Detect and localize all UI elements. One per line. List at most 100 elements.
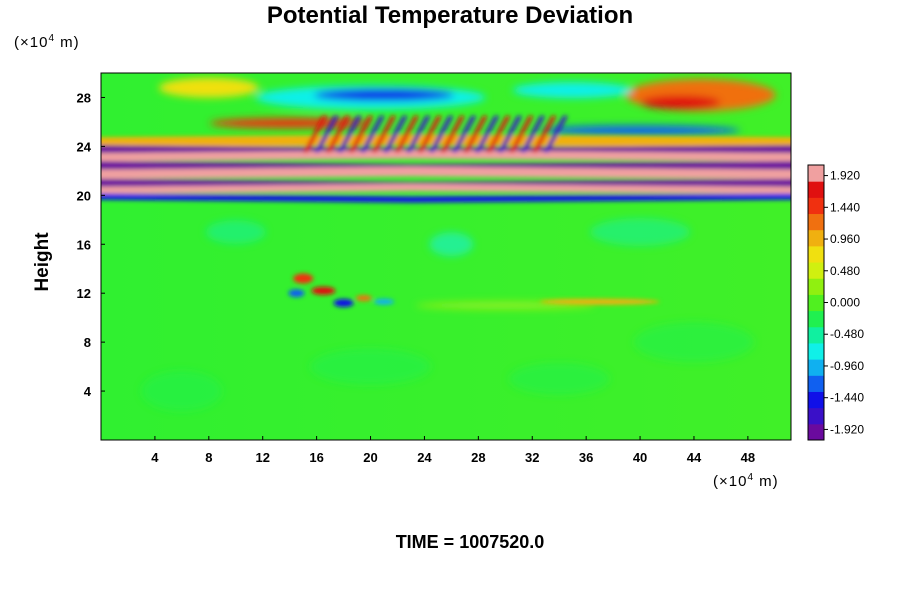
y-tick-label: 4 [84,384,92,399]
perturbation-mark [311,286,336,295]
perturbation-mark [355,295,372,302]
colorbar-segment [808,294,824,312]
y-axis: 4 8 12 16 20 24 28 [77,90,105,399]
x-unit-prefix: (×10 [713,473,748,490]
y-axis-unit: (×104 m) [14,33,80,51]
texture-blob [509,362,610,395]
y-tick-label: 24 [77,139,92,154]
plot-area [101,73,791,440]
cold-band-25 [540,125,741,136]
wave-stripe [314,115,339,153]
heatmap-field [101,77,791,412]
wave-stripe [509,115,534,153]
colorbar-label: 0.960 [830,232,860,246]
x-tick-label: 44 [687,450,702,465]
x-tick-label: 48 [741,450,755,465]
x-tick-label: 28 [471,450,485,465]
x-axis-unit: (×104 m) [713,472,779,490]
layer-band [101,183,791,195]
wave-stripe [348,115,374,153]
x-tick-label: 4 [151,450,159,465]
colorbar: 1.920 1.440 0.960 0.480 0.000 -0.480 -0.960 -1.… [807,164,864,441]
wave-stripe [520,115,546,153]
wave-stripe [417,115,442,153]
x-tick-label: 20 [363,450,377,465]
x-axis: 4 8 12 16 20 24 28 32 36 40 44 48 [151,436,755,465]
layer-band [101,193,791,203]
upper-cold-core [314,89,455,102]
y-unit-suffix: m) [55,34,80,51]
colorbar-segment [808,197,824,215]
wave-stripe [532,115,557,153]
colorbar-segment [808,262,824,279]
upper-warm-core [640,95,721,110]
perturbation-mark [288,289,305,298]
wave-stripe [451,115,477,153]
wave-stripe [463,115,488,153]
layer-band [101,150,791,162]
layer-band [101,134,791,149]
texture-blob [429,232,474,257]
wave-stripe [486,115,511,153]
colorbar-segment [808,375,824,392]
chart-title: Potential Temperature Deviation [266,2,634,29]
texture-blob [141,371,222,412]
x-tick-label: 8 [205,450,212,465]
colorbar-label: 0.000 [830,296,860,310]
colorbar-segment [808,423,824,441]
time-label: TIME = 1007520.0 [395,532,545,552]
colorbar-label: 1.920 [830,169,860,183]
layer-band [101,166,791,180]
colorbar-label: -1.440 [830,391,864,405]
x-tick-label: 32 [525,450,539,465]
wave-stripe [302,115,328,153]
x-unit-exponent: 4 [747,472,755,483]
perturbation-mark [293,273,314,284]
wave-stripe [360,115,385,153]
colorbar-segment [808,359,824,376]
wave-stripe [428,115,454,153]
wave-stripe [543,115,568,153]
plot-frame [100,72,792,441]
upper-cold-patch-east [512,82,633,99]
wave-stripe [394,115,420,153]
y-tick-label: 16 [77,237,91,252]
colorbar-segment [808,342,824,360]
colorbar-label: -1.920 [830,422,864,436]
field-band-layer [101,115,791,307]
wave-stripe [383,115,408,153]
y-tick-label: 20 [77,188,91,203]
x-tick-label: 12 [255,450,269,465]
texture-blob [310,348,431,385]
colorbar-segment [808,326,824,344]
y-unit-exponent: 4 [48,33,56,44]
colorbar-label: -0.480 [830,327,864,341]
perturbation-mark [539,298,660,305]
colorbar-label: 0.480 [830,264,860,278]
texture-blob [205,220,266,245]
wave-stripe [497,115,523,153]
x-unit-suffix: m) [754,473,779,490]
field-soft-layer [141,77,776,412]
wave-stripe [371,115,397,153]
wave-stripe [474,115,500,153]
y-tick-label: 12 [77,286,91,301]
wave-stripe [325,115,351,153]
colorbar-segment [808,278,824,295]
y-tick-label: 28 [77,90,91,105]
colorbar-segment [808,407,824,425]
x-tick-label: 40 [633,450,647,465]
perturbation-mark [374,298,395,305]
wave-stripe [440,115,465,153]
upper-warm-patch-west [158,77,259,98]
x-tick-label: 16 [309,450,323,465]
y-unit-prefix: (×10 [14,34,49,51]
x-tick-label: 36 [579,450,593,465]
colorbar-label: 1.440 [830,200,860,214]
x-tick-label: 24 [417,450,432,465]
colorbar-label: -0.960 [830,359,864,373]
colorbar-segment [808,181,824,198]
colorbar-segment [808,229,824,247]
texture-blob [590,218,691,247]
